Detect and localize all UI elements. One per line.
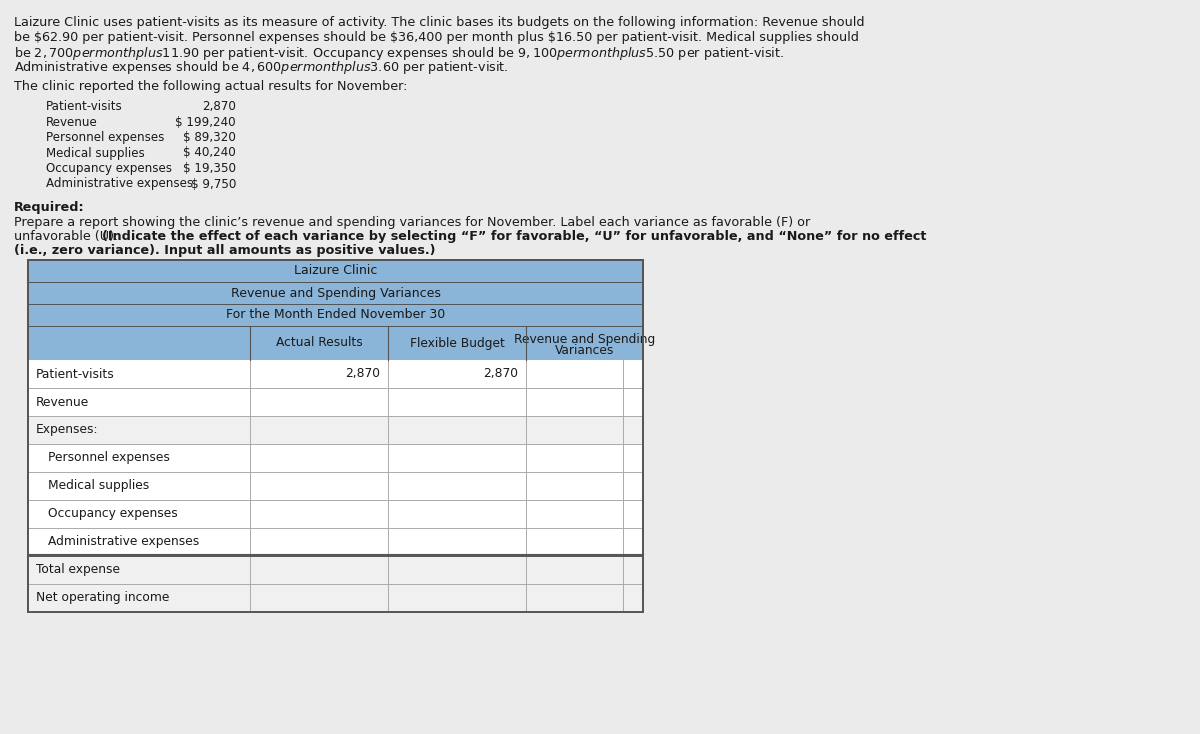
Bar [28,260,643,282]
Bar [28,528,643,556]
Text: Patient-visits: Patient-visits [46,100,122,113]
Text: Medical supplies: Medical supplies [48,479,149,493]
Text: (Indicate the effect of each variance by selecting “F” for favorable, “U” for un: (Indicate the effect of each variance by… [102,230,926,243]
Text: Revenue: Revenue [46,115,97,128]
Text: $ 40,240: $ 40,240 [184,147,236,159]
Text: 2,870: 2,870 [346,368,380,380]
Text: Revenue: Revenue [36,396,89,409]
Text: Personnel expenses: Personnel expenses [48,451,170,465]
Bar [28,416,643,444]
Bar [28,472,643,500]
Bar [28,556,643,584]
Text: (i.e., zero variance). Input all amounts as positive values.): (i.e., zero variance). Input all amounts… [14,244,436,257]
Text: $ 9,750: $ 9,750 [191,178,236,191]
Text: Prepare a report showing the clinic’s revenue and spending variances for Novembe: Prepare a report showing the clinic’s re… [14,216,810,229]
Text: Occupancy expenses: Occupancy expenses [46,162,172,175]
Text: Administrative expenses should be $4,600 per month plus $3.60 per patient-visit.: Administrative expenses should be $4,600… [14,59,509,76]
Text: The clinic reported the following actual results for November:: The clinic reported the following actual… [14,80,408,93]
Text: Revenue and Spending: Revenue and Spending [514,333,655,346]
Text: For the Month Ended November 30: For the Month Ended November 30 [226,308,445,321]
Text: Administrative expenses: Administrative expenses [46,178,193,191]
Text: be $62.90 per patient-visit. Personnel expenses should be $36,400 per month plus: be $62.90 per patient-visit. Personnel e… [14,31,859,43]
Text: Flexible Budget: Flexible Budget [409,336,504,349]
Bar [28,388,643,416]
Bar [28,260,643,612]
Text: Administrative expenses: Administrative expenses [48,536,199,548]
Bar [28,444,643,472]
Text: Expenses:: Expenses: [36,424,98,437]
Text: Medical supplies: Medical supplies [46,147,145,159]
Text: Net operating income: Net operating income [36,592,169,605]
Text: $ 199,240: $ 199,240 [175,115,236,128]
Bar [28,304,643,326]
Text: Patient-visits: Patient-visits [36,368,115,380]
Bar [28,282,643,304]
Text: Variances: Variances [554,344,614,357]
Text: Laizure Clinic uses patient-visits as its measure of activity. The clinic bases : Laizure Clinic uses patient-visits as it… [14,16,864,29]
Bar [28,500,643,528]
Text: be $2,700 per month plus $11.90 per patient-visit. Occupancy expenses should be : be $2,700 per month plus $11.90 per pati… [14,45,785,62]
Text: unfavorable (U).: unfavorable (U). [14,230,122,243]
Text: Occupancy expenses: Occupancy expenses [48,507,178,520]
Bar [28,260,643,612]
Text: $ 19,350: $ 19,350 [182,162,236,175]
Text: $ 89,320: $ 89,320 [184,131,236,144]
Text: Laizure Clinic: Laizure Clinic [294,264,377,277]
Text: 2,870: 2,870 [482,368,518,380]
Text: Actual Results: Actual Results [276,336,362,349]
Text: Total expense: Total expense [36,564,120,576]
Text: Revenue and Spending Variances: Revenue and Spending Variances [230,286,440,299]
Text: Personnel expenses: Personnel expenses [46,131,164,144]
Bar [28,584,643,612]
Text: Required:: Required: [14,201,85,214]
Bar [28,326,643,360]
Bar [28,360,643,388]
Text: 2,870: 2,870 [202,100,236,113]
